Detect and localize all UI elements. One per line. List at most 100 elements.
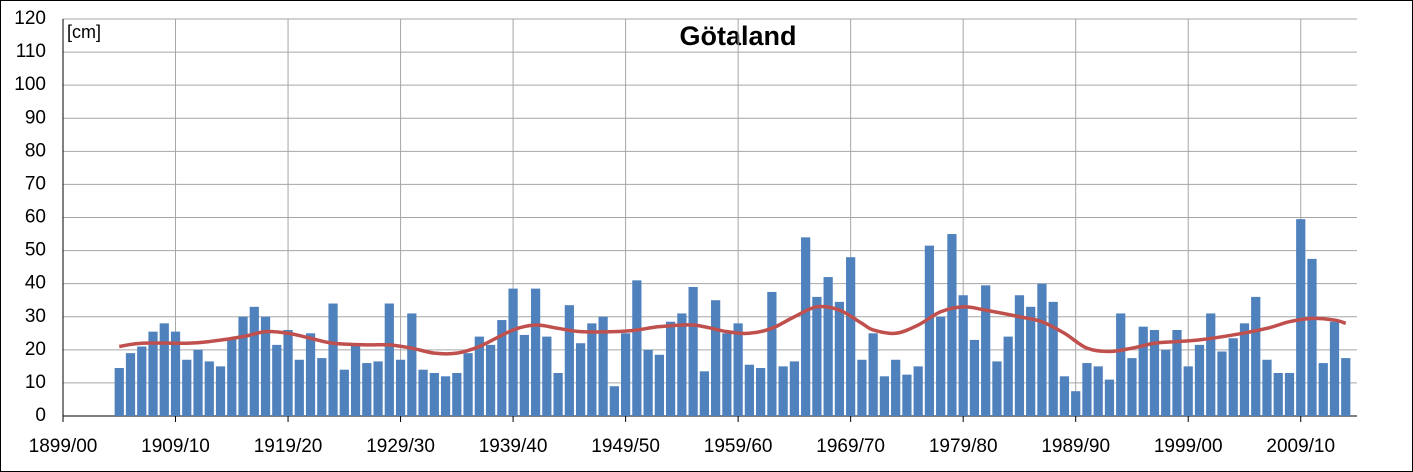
bar — [1228, 338, 1238, 416]
unit-label: [cm] — [67, 22, 101, 42]
bar — [272, 344, 282, 416]
bar — [350, 344, 361, 416]
bar — [305, 333, 316, 416]
x-tick-label: 2009/10 — [1266, 436, 1335, 457]
x-tick-label: 1949/50 — [591, 436, 660, 457]
bar — [485, 344, 496, 416]
bar — [1172, 329, 1182, 416]
y-tick-label: 120 — [14, 8, 46, 29]
bar — [879, 376, 890, 416]
bar — [620, 333, 631, 416]
y-tick-label: 30 — [25, 306, 46, 327]
y-tick-label: 100 — [14, 74, 46, 95]
bar — [553, 372, 563, 416]
bar — [1003, 336, 1013, 416]
bar — [1014, 295, 1025, 416]
bar — [1048, 301, 1058, 416]
bar — [125, 353, 136, 416]
bar — [215, 366, 226, 416]
bar — [587, 323, 597, 416]
bar — [564, 305, 574, 416]
bar — [958, 295, 968, 416]
bar — [170, 331, 181, 416]
bar — [249, 306, 259, 416]
y-tick-label: 70 — [25, 173, 46, 194]
y-tick-label: 0 — [35, 405, 46, 426]
bar — [418, 369, 428, 416]
bar — [711, 300, 721, 416]
bar — [767, 291, 777, 416]
bar — [1116, 313, 1126, 416]
bar — [609, 386, 619, 416]
bar — [373, 361, 383, 416]
bar — [395, 359, 406, 416]
bar — [1217, 351, 1227, 416]
bar — [936, 316, 946, 416]
x-tick-label: 1909/10 — [141, 436, 210, 457]
bar — [1071, 391, 1081, 416]
bar — [182, 359, 192, 416]
bar — [328, 303, 338, 416]
bar — [1093, 366, 1103, 416]
bar — [1296, 219, 1306, 416]
bar — [1161, 349, 1171, 416]
bar — [339, 369, 349, 416]
bar — [1037, 283, 1047, 416]
bar — [846, 257, 856, 416]
bar — [294, 359, 304, 416]
y-tick-label: 60 — [25, 207, 46, 228]
bar — [947, 234, 957, 416]
bar — [114, 368, 124, 416]
bar — [1183, 366, 1193, 416]
bar — [744, 364, 754, 416]
bar — [981, 285, 991, 416]
x-tick-label: 1979/80 — [929, 436, 998, 457]
bar — [575, 343, 586, 416]
bar — [924, 245, 935, 416]
bar — [778, 366, 788, 416]
bar — [666, 321, 676, 416]
bar — [452, 372, 462, 416]
bar — [789, 361, 800, 416]
bar — [1307, 258, 1317, 416]
bar — [1104, 379, 1115, 416]
bar — [1341, 358, 1351, 416]
bar — [463, 353, 473, 416]
bar — [407, 313, 417, 416]
bar — [969, 339, 980, 416]
x-tick-label: 1999/00 — [1154, 436, 1223, 457]
bar — [137, 346, 147, 416]
bar — [598, 316, 608, 416]
bar — [834, 301, 845, 416]
bar — [756, 368, 766, 416]
bar — [508, 288, 518, 416]
bar — [497, 320, 507, 416]
x-tick-label: 1959/60 — [704, 436, 773, 457]
bar — [801, 237, 811, 416]
bar — [530, 288, 541, 416]
bar — [474, 336, 484, 416]
bar — [913, 366, 923, 416]
bar — [260, 316, 271, 416]
y-tick-label: 90 — [25, 107, 46, 128]
bar — [1284, 372, 1295, 416]
bar — [227, 338, 237, 416]
bar — [1273, 372, 1283, 416]
bar — [1149, 329, 1160, 416]
bar — [857, 359, 867, 416]
bar — [519, 334, 529, 416]
bar — [1206, 313, 1216, 416]
bar — [1026, 306, 1036, 416]
bar — [1262, 359, 1272, 416]
bar — [868, 333, 878, 416]
bar — [283, 329, 293, 416]
bar — [1127, 358, 1137, 416]
bar — [1059, 376, 1070, 416]
trend-line — [118, 304, 1347, 356]
bar — [362, 363, 372, 416]
y-tick-label: 20 — [25, 339, 46, 360]
bar — [542, 336, 552, 416]
bar — [1251, 296, 1261, 416]
bar — [733, 323, 743, 416]
